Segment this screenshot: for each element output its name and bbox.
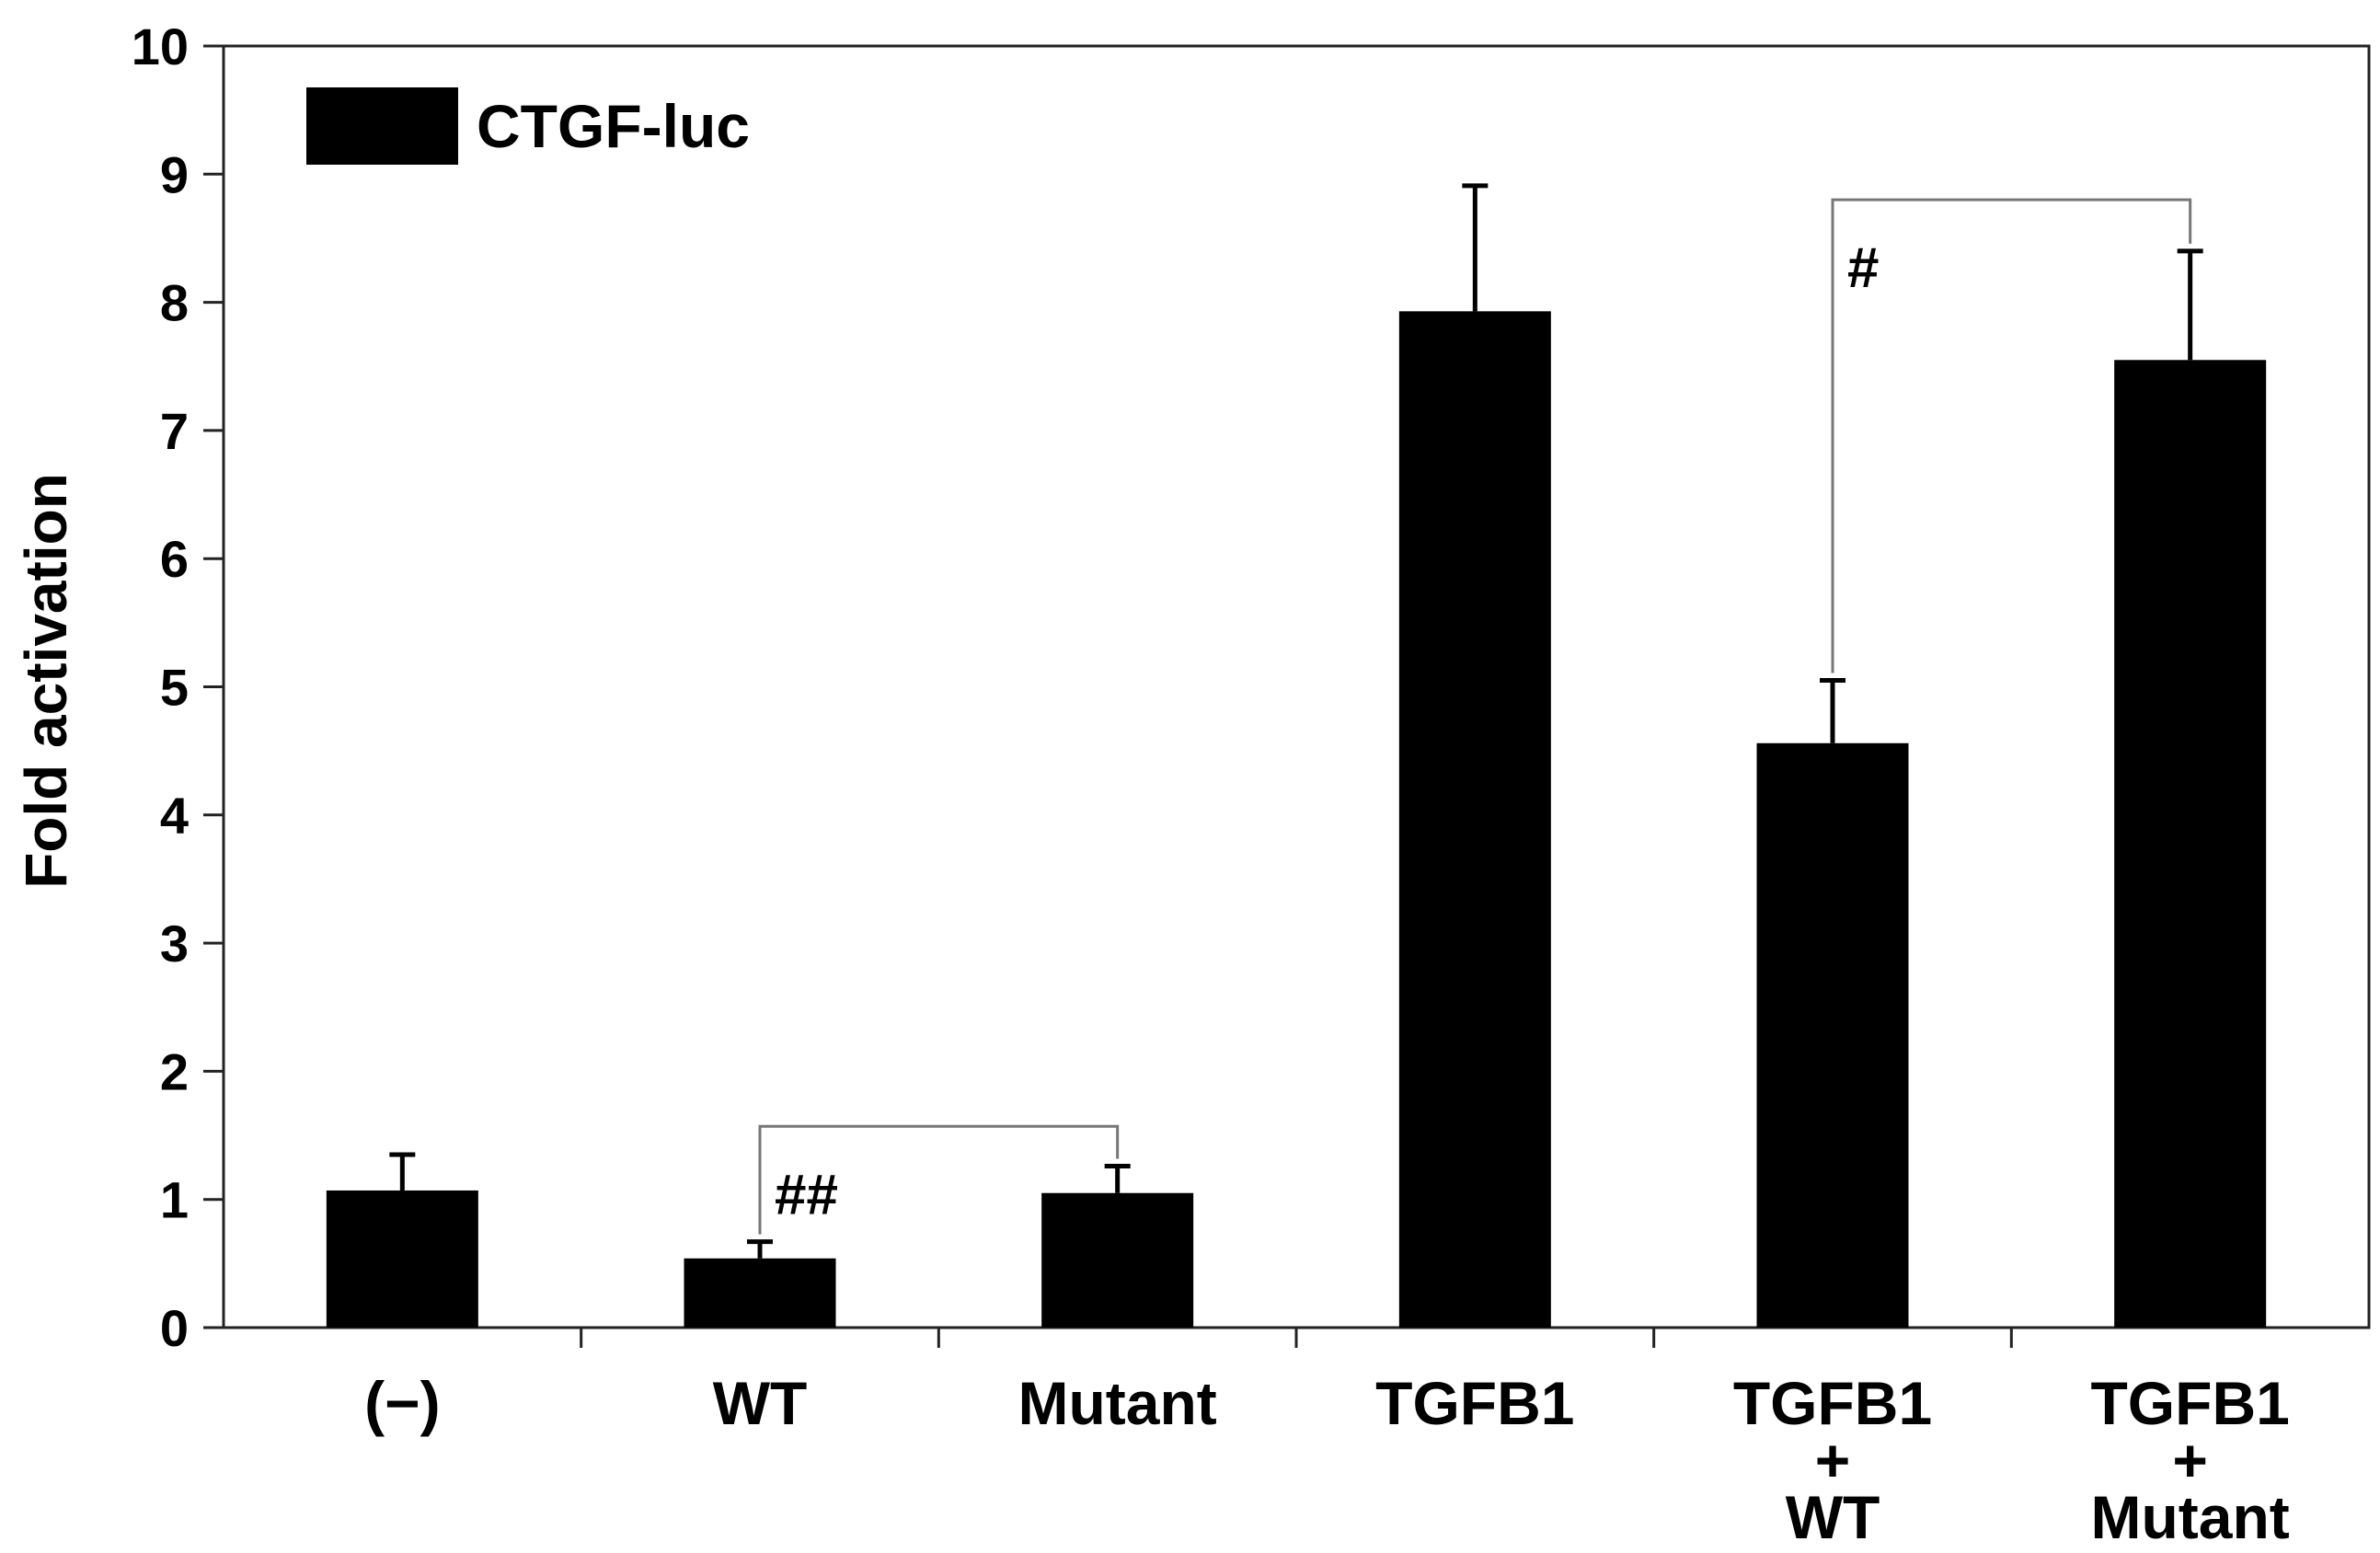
x-category-label: (−) (364, 1369, 441, 1437)
x-category-label: Mutant (1018, 1369, 1217, 1437)
significance-label: # (1847, 236, 1879, 300)
x-category-label: WT (1786, 1483, 1880, 1551)
bar (2114, 360, 2267, 1328)
bar (684, 1258, 836, 1328)
y-tick-label: 4 (160, 787, 189, 845)
bar-series (326, 311, 2267, 1328)
y-tick-label: 10 (132, 17, 189, 75)
y-tick-label: 0 (160, 1299, 189, 1357)
x-category-label: WT (713, 1369, 808, 1437)
legend-label: CTGF-luc (477, 92, 750, 160)
significance-annotations: ### (758, 198, 2192, 1235)
legend: CTGF-luc (306, 87, 750, 165)
y-tick-label: 3 (160, 915, 189, 972)
bar (1398, 311, 1551, 1328)
y-tick-label: 9 (160, 145, 189, 203)
y-tick-label: 6 (160, 530, 189, 588)
y-tick-label: 7 (160, 402, 189, 460)
bar (1041, 1192, 1194, 1328)
y-tick-label: 1 (160, 1171, 189, 1229)
significance-label: ## (775, 1163, 838, 1226)
significance-bracket (1831, 198, 2192, 673)
bar (1756, 742, 1909, 1328)
x-category-label: + (1815, 1426, 1851, 1494)
bar (326, 1190, 478, 1328)
x-category-label: TGFB1 (2090, 1369, 2289, 1437)
x-category-label: Mutant (2091, 1483, 2290, 1551)
y-tick-label: 8 (160, 274, 189, 332)
y-tick-label: 2 (160, 1042, 189, 1100)
x-category-label: TGFB1 (1375, 1369, 1574, 1437)
y-axis: 0 1 2 3 4 5 6 7 8 9 10 (132, 17, 224, 1357)
x-category-label: + (2172, 1426, 2208, 1494)
significance-bracket (758, 1124, 1120, 1235)
error-bars (389, 183, 2203, 1259)
y-axis-title: Fold activation (13, 473, 79, 889)
y-tick-label: 5 (160, 659, 189, 717)
x-category-label: TGFB1 (1733, 1369, 1932, 1437)
legend-swatch (306, 87, 458, 165)
